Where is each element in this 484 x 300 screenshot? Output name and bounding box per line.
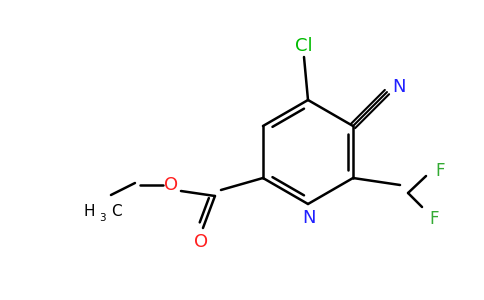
- Text: C: C: [111, 203, 121, 218]
- Text: 3: 3: [99, 213, 106, 223]
- Text: O: O: [164, 176, 178, 194]
- Text: F: F: [435, 162, 445, 180]
- Text: N: N: [392, 78, 406, 96]
- Text: N: N: [302, 209, 316, 227]
- Text: F: F: [429, 210, 439, 228]
- Text: Cl: Cl: [295, 37, 313, 55]
- Text: O: O: [194, 233, 208, 251]
- Text: H: H: [83, 203, 95, 218]
